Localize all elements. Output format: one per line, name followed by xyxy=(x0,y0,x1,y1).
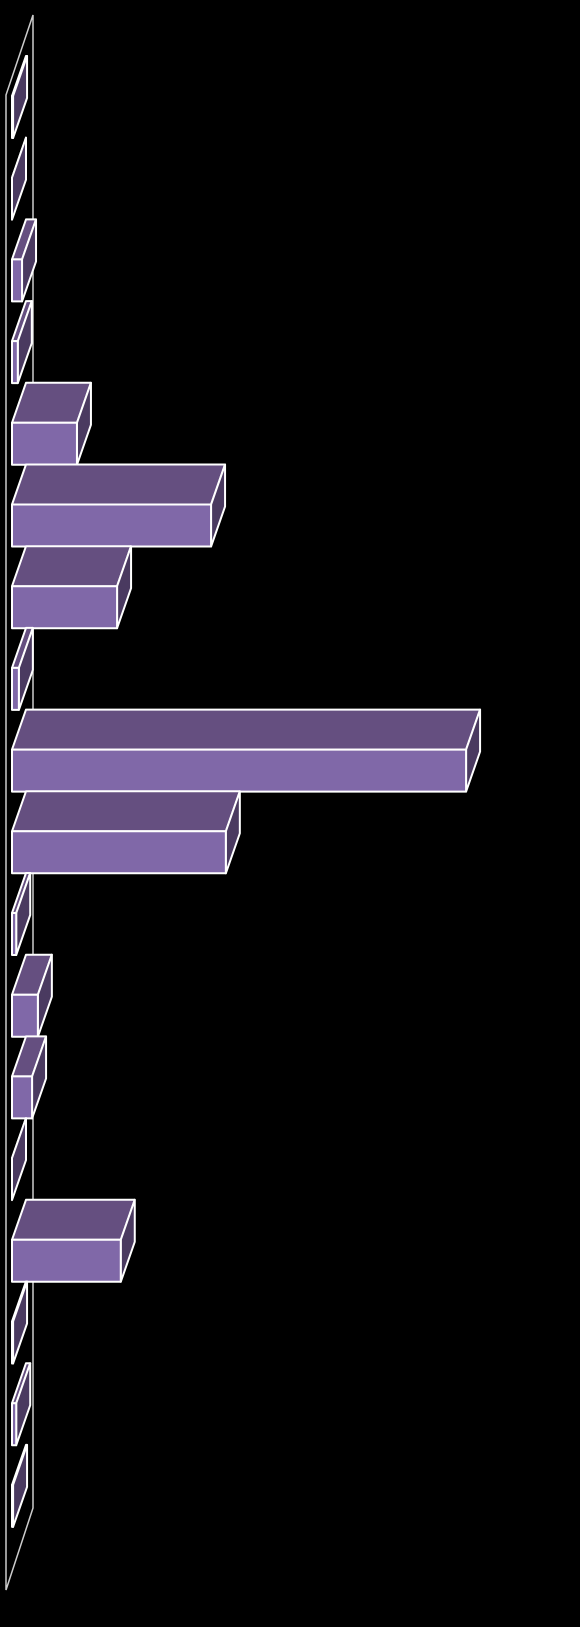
bar-side xyxy=(11,1117,27,1202)
bar-front xyxy=(11,666,20,711)
bar-front xyxy=(11,1075,34,1120)
bar xyxy=(11,1280,29,1365)
bar xyxy=(11,136,27,221)
bar-top xyxy=(11,463,227,506)
bar xyxy=(11,953,53,1038)
bar xyxy=(11,218,38,303)
bar xyxy=(11,55,29,139)
bar xyxy=(11,545,133,630)
bar-front xyxy=(11,912,18,956)
bar xyxy=(11,626,34,711)
back-wall xyxy=(5,14,34,1591)
bar xyxy=(11,300,33,385)
bar-front xyxy=(11,258,24,303)
bar-front xyxy=(11,1483,15,1528)
bar-side xyxy=(11,136,27,221)
bar xyxy=(11,790,241,875)
bar-front xyxy=(11,503,213,548)
bar-top xyxy=(11,545,133,588)
bar xyxy=(11,1198,136,1283)
bar-front xyxy=(11,1320,15,1365)
bar-front xyxy=(11,830,227,875)
bar-top xyxy=(11,1198,136,1241)
bar xyxy=(11,1117,27,1202)
bar xyxy=(11,1443,29,1528)
bar xyxy=(11,1035,48,1120)
bar-front xyxy=(11,421,78,466)
bar-front xyxy=(11,1402,18,1447)
bar xyxy=(11,381,92,466)
bar-front xyxy=(11,748,468,793)
bar-front xyxy=(11,95,15,139)
bar xyxy=(11,708,482,793)
bar xyxy=(11,1362,32,1447)
bar-front xyxy=(11,993,39,1038)
bar-front xyxy=(11,340,19,385)
bar xyxy=(11,463,227,548)
bar xyxy=(11,872,32,956)
bar-top xyxy=(11,708,482,751)
bar-front xyxy=(11,585,119,630)
bar-top xyxy=(11,790,241,833)
bar-front xyxy=(11,1238,122,1283)
